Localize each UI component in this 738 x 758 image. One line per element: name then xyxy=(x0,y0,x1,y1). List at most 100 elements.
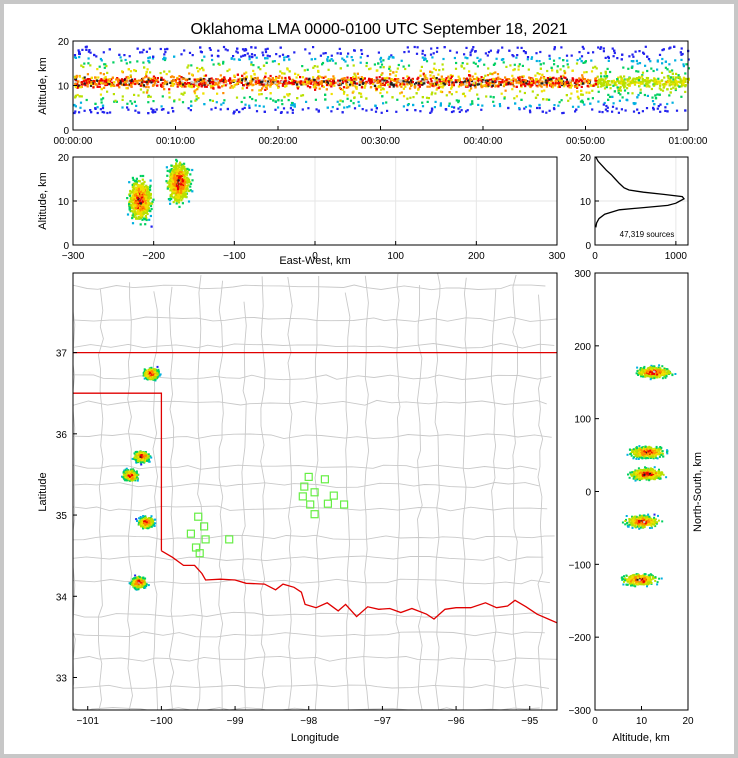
altitude-time-source xyxy=(639,88,642,91)
altitude-time-source xyxy=(87,78,90,81)
altitude-time-source xyxy=(314,88,317,91)
altitude-time-source xyxy=(457,107,460,110)
altitude-time-source xyxy=(176,82,180,85)
altitude-time-source xyxy=(216,92,219,95)
altitude-time-source xyxy=(416,82,419,85)
altitude-time-source xyxy=(148,47,151,50)
x-tick-label: −100 xyxy=(223,251,246,262)
altitude-time-source xyxy=(520,80,523,83)
altitude-time-source xyxy=(512,69,515,72)
altitude-time-source xyxy=(627,67,630,70)
altitude-time-source xyxy=(511,74,514,77)
altitude-time-source xyxy=(550,66,553,69)
altitude-time-source xyxy=(626,87,629,90)
altitude-time-source xyxy=(262,83,265,86)
altitude-time-source xyxy=(76,86,79,89)
altitude-time-source xyxy=(379,58,382,61)
altitude-time-source xyxy=(317,109,320,112)
altitude-time-source xyxy=(442,81,445,85)
altitude-time-source xyxy=(317,83,320,86)
altitude-time-source xyxy=(402,105,405,108)
altitude-time-source xyxy=(288,93,291,96)
altitude-time-source xyxy=(184,82,187,85)
altitude-time-source xyxy=(121,95,124,98)
altitude-time-source xyxy=(165,73,168,76)
altitude-time-source xyxy=(343,79,346,82)
altitude-time-source xyxy=(196,88,199,91)
altitude-time-source xyxy=(313,78,316,82)
altitude-time-source xyxy=(451,83,454,86)
altitude-time-source xyxy=(388,67,391,70)
altitude-time-source xyxy=(597,90,600,93)
altitude-time-source xyxy=(649,60,652,63)
east-west-source xyxy=(182,187,185,190)
altitude-time-source xyxy=(386,83,390,86)
altitude-time-source xyxy=(169,81,172,84)
east-west-source xyxy=(172,182,175,185)
county-line xyxy=(73,707,540,710)
altitude-time-source xyxy=(212,78,215,81)
altitude-time-source xyxy=(201,84,204,87)
altitude-time-source xyxy=(230,57,233,60)
altitude-time-source xyxy=(345,82,348,85)
east-west-source xyxy=(144,205,147,208)
altitude-time-source xyxy=(395,82,398,85)
altitude-time-source xyxy=(515,85,518,88)
altitude-time-source xyxy=(224,81,227,84)
altitude-time-source xyxy=(214,79,217,82)
altitude-time-source xyxy=(537,83,540,86)
altitude-time-source xyxy=(286,93,289,96)
altitude-time-source xyxy=(136,82,139,85)
altitude-time-source xyxy=(248,58,251,61)
altitude-time-source xyxy=(619,85,622,89)
altitude-time-source xyxy=(73,104,76,107)
altitude-time-source xyxy=(483,63,486,66)
altitude-time-source xyxy=(402,87,405,90)
altitude-time-source xyxy=(255,56,258,59)
altitude-time-source xyxy=(684,72,687,75)
altitude-time-source xyxy=(379,82,382,85)
altitude-time-source xyxy=(127,108,130,111)
east-west-source xyxy=(149,202,152,205)
altitude-time-source xyxy=(361,82,364,85)
altitude-time-source xyxy=(217,84,220,88)
altitude-time-source xyxy=(197,78,200,81)
altitude-time-source xyxy=(223,99,226,102)
altitude-time-source xyxy=(674,87,677,90)
altitude-time-source xyxy=(233,75,236,78)
altitude-time-source xyxy=(285,81,288,85)
east-west-source xyxy=(133,196,137,200)
altitude-time-source xyxy=(379,66,382,69)
altitude-time-source xyxy=(388,65,391,68)
altitude-time-source xyxy=(662,86,665,89)
altitude-time-source xyxy=(332,78,335,81)
x-tick-label: −300 xyxy=(62,251,85,262)
altitude-time-source xyxy=(402,65,405,68)
altitude-time-source xyxy=(102,82,105,85)
altitude-time-source xyxy=(82,65,85,69)
east-west-source xyxy=(132,191,135,195)
altitude-time-source xyxy=(397,63,400,67)
county-line xyxy=(218,280,224,710)
east-west-source xyxy=(171,193,174,196)
altitude-time-source xyxy=(530,82,533,85)
altitude-time-source xyxy=(548,78,551,81)
altitude-time-source xyxy=(107,79,111,83)
altitude-time-source xyxy=(656,93,659,96)
altitude-time-source xyxy=(666,75,669,78)
altitude-time-source xyxy=(187,83,190,86)
altitude-time-source xyxy=(551,86,554,89)
altitude-time-source xyxy=(216,83,219,86)
altitude-time-source xyxy=(299,80,302,83)
altitude-time-source xyxy=(663,76,666,79)
altitude-time-source xyxy=(163,53,166,56)
east-west-source xyxy=(136,217,139,220)
altitude-time-source xyxy=(457,99,460,102)
altitude-time-source xyxy=(649,80,652,83)
altitude-time-source xyxy=(165,83,169,86)
altitude-time-source xyxy=(393,83,396,86)
altitude-time-source xyxy=(495,80,498,83)
east-west-source xyxy=(149,179,152,182)
east-west-source xyxy=(186,171,189,174)
altitude-time-source xyxy=(283,95,286,99)
